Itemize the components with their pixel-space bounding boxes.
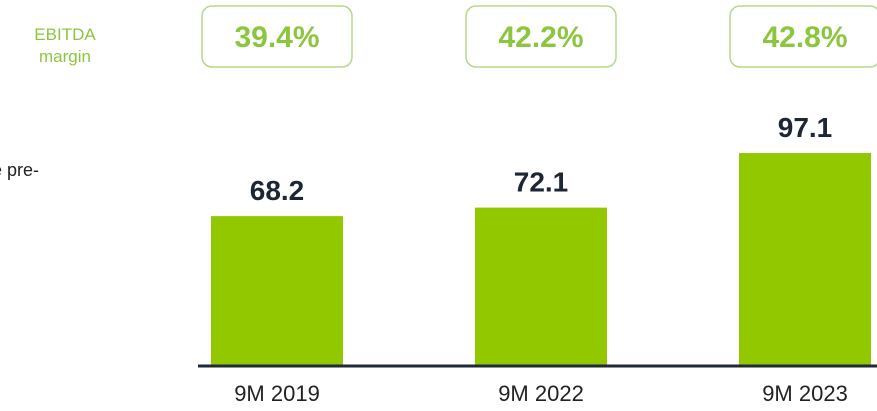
margin-box	[201, 5, 353, 68]
bar	[739, 153, 871, 365]
x-tick-label: 9M 2023	[762, 381, 848, 406]
annotation: e pre-	[0, 160, 40, 180]
value-label: 72.1	[514, 167, 569, 198]
margin-box	[729, 5, 877, 68]
margin-value: 39.4%	[234, 21, 319, 54]
margin-value: 42.2%	[498, 21, 583, 54]
bar	[475, 207, 607, 365]
x-tick-label: 9M 2019	[234, 381, 320, 406]
value-label: 68.2	[250, 175, 305, 206]
x-tick-label: 9M 2022	[498, 381, 584, 406]
value-label: 97.1	[778, 112, 833, 143]
bar	[211, 216, 343, 365]
margin-label: EBITDA margin	[34, 25, 96, 66]
margin-value: 42.8%	[762, 21, 847, 54]
margin-box	[465, 5, 617, 68]
